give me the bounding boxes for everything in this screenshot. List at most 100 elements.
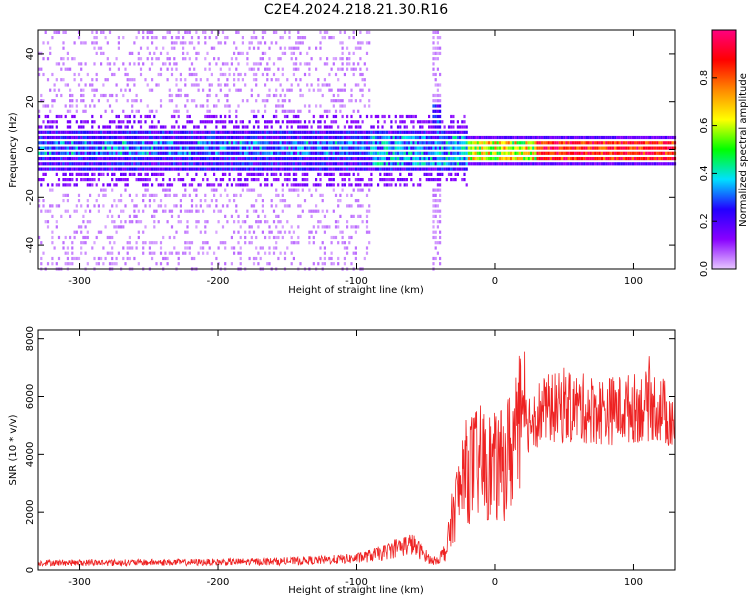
spectrogram-cell — [122, 135, 125, 140]
spectrogram-cell — [219, 167, 222, 171]
spectrogram-cell — [51, 120, 54, 124]
spectrogram-cell — [461, 146, 464, 150]
spectrogram-cell — [620, 151, 623, 155]
spectrogram-cell — [195, 57, 198, 61]
spectrogram-cell — [122, 146, 125, 150]
spectrogram-cell — [463, 162, 466, 166]
spectrogram-cell — [443, 157, 446, 161]
spectrogram-cell — [350, 262, 353, 266]
spectrogram-cell — [126, 146, 129, 150]
spectrogram-cell — [71, 162, 74, 166]
spectrogram-cell — [585, 162, 588, 166]
spectrogram-cell — [319, 220, 322, 224]
spectrogram-cell — [228, 120, 231, 124]
spectrogram-cell — [108, 235, 112, 240]
spectrogram-cell — [62, 193, 65, 197]
spectrogram-cell — [86, 172, 89, 176]
spectrogram-cell — [521, 146, 524, 150]
spectrogram-cell — [144, 135, 147, 140]
spectrogram-cell — [86, 183, 89, 187]
spectrogram-cell — [432, 256, 435, 261]
spectrogram-cell — [452, 157, 455, 161]
snr-x-tick-label: -300 — [68, 577, 91, 588]
spectrogram-cell — [312, 88, 315, 92]
spectrogram-cell — [177, 162, 180, 166]
spectrogram-cell — [75, 183, 78, 187]
spectrogram-cell — [337, 88, 340, 92]
spectrogram-cell — [627, 151, 630, 155]
spectrogram-cell — [139, 141, 143, 145]
spectrogram-cell — [135, 135, 138, 140]
spectrogram-cell — [374, 114, 377, 119]
spectrogram-cell — [288, 146, 291, 150]
spectrogram-cell — [213, 146, 216, 150]
spectrogram-cell — [46, 151, 50, 155]
spectrogram-cell — [321, 93, 324, 98]
spectrogram-cell — [166, 188, 169, 192]
spectrogram-cell — [44, 141, 47, 145]
spectrogram-cell — [434, 83, 437, 87]
spectrogram-cell — [233, 230, 236, 234]
spectrogram-cell — [219, 178, 222, 182]
spectrogram-cell — [390, 151, 393, 155]
spectrogram-cell — [219, 120, 222, 124]
spectrogram-cell — [255, 99, 258, 103]
spectrogram-cell — [576, 162, 579, 166]
spectrogram-cell — [441, 130, 444, 134]
spectrogram-cell — [430, 178, 433, 182]
spectrogram-cell — [148, 114, 151, 119]
spectrogram-cell — [281, 88, 284, 92]
spectrogram-cell — [598, 157, 601, 161]
spectrogram-cell — [319, 151, 322, 155]
spectrogram-cell — [303, 146, 307, 150]
spectrogram-cell — [40, 146, 43, 150]
spectrogram-cell — [219, 157, 222, 161]
spectrogram-cell — [75, 178, 78, 182]
spectrogram-cell — [221, 62, 225, 66]
spectrogram-cell — [46, 125, 50, 129]
spectrogram-cell — [106, 141, 109, 145]
spectrogram-cell — [379, 135, 382, 140]
spectrogram-cell — [281, 109, 284, 113]
spectrogram-cell — [57, 146, 61, 150]
spectrogram-cell — [106, 41, 109, 45]
spectrogram-cell — [57, 114, 61, 119]
spectrogram-cell — [95, 183, 98, 187]
spectrogram-cell — [128, 235, 131, 240]
spectrogram-cell — [142, 151, 145, 155]
spectrogram-cell — [461, 130, 464, 134]
spectrogram-cell — [297, 151, 300, 155]
spectrogram-cell — [383, 114, 386, 119]
spectrogram-cell — [146, 167, 149, 171]
spectrogram-cell — [436, 114, 439, 119]
spectrogram-cell — [177, 125, 180, 129]
spectrogram-cell — [82, 167, 85, 171]
spectrogram-cell — [359, 214, 362, 218]
spectrogram-cell — [93, 46, 96, 50]
spectrogram-cell — [281, 146, 284, 150]
spectrogram-cell — [374, 157, 377, 161]
spectrogram-cell — [567, 141, 570, 145]
spectrogram-cell — [182, 162, 185, 166]
spectrogram-cell — [616, 151, 619, 155]
spectrogram-cell — [166, 193, 169, 197]
spectrogram-cell — [405, 146, 408, 150]
spectrogram-cell — [636, 157, 639, 161]
spectrogram-cell — [80, 162, 83, 166]
spectrogram-cell — [135, 167, 138, 171]
spectrogram-cell — [177, 220, 180, 224]
spectrogram-cell — [465, 125, 468, 129]
spectrogram-cell — [341, 183, 344, 187]
spectrogram-cell — [252, 125, 256, 129]
spectrogram-cell — [190, 157, 194, 161]
spectrogram-cell — [111, 262, 114, 266]
spectrogram-cell — [106, 151, 109, 155]
spectrogram-cell — [452, 167, 455, 171]
spectrogram-cell — [605, 141, 608, 145]
spectrogram-cell — [241, 220, 244, 224]
spectrogram-cell — [186, 241, 189, 245]
spectrogram-cell — [66, 109, 69, 113]
spectrogram-cell — [80, 204, 83, 208]
spectrogram-cell — [288, 178, 291, 182]
spectrogram-cell — [111, 220, 114, 224]
